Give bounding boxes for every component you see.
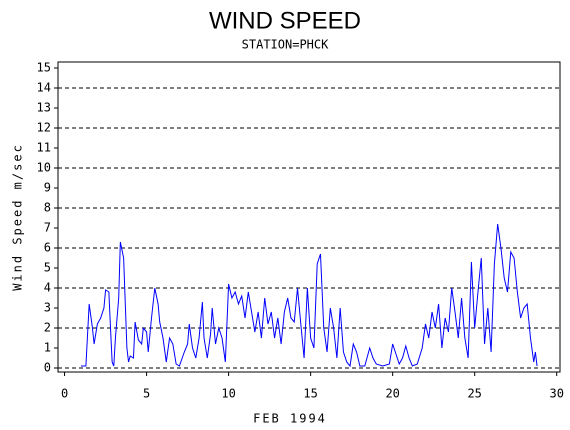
y-tick-label: 7 [44, 221, 51, 235]
y-tick-label: 12 [37, 121, 51, 135]
y-tick-label: 0 [44, 361, 51, 375]
y-tick-label: 11 [37, 141, 51, 155]
y-tick-label: 1 [44, 341, 51, 355]
y-tick-label: 8 [44, 201, 51, 215]
chart-title: WIND SPEED [209, 7, 361, 34]
x-tick-label: 0 [61, 387, 68, 401]
y-tick-label: 2 [44, 321, 51, 335]
y-tick-label: 14 [37, 81, 51, 95]
x-tick-label: 30 [549, 387, 563, 401]
y-tick-label: 10 [37, 161, 51, 175]
data-line [80, 223, 538, 368]
y-tick-label: 6 [44, 241, 51, 255]
chart-subtitle: STATION=PHCK [242, 38, 329, 52]
x-tick-label: 5 [143, 387, 150, 401]
x-axis-label: FEB 1994 [253, 412, 327, 426]
y-tick-label: 15 [37, 61, 51, 75]
x-tick-label: 10 [221, 387, 235, 401]
y-tick-label: 3 [44, 301, 51, 315]
x-tick-label: 20 [385, 387, 399, 401]
y-tick-label: 5 [44, 261, 51, 275]
y-tick-label: 13 [37, 101, 51, 115]
plot-frame [57, 61, 561, 373]
y-tick-label: 9 [44, 181, 51, 195]
x-tick-label: 25 [467, 387, 481, 401]
y-tick-label: 4 [44, 281, 51, 295]
x-tick-label: 15 [303, 387, 317, 401]
y-axis-label: Wind Speed m/sec [11, 143, 25, 291]
